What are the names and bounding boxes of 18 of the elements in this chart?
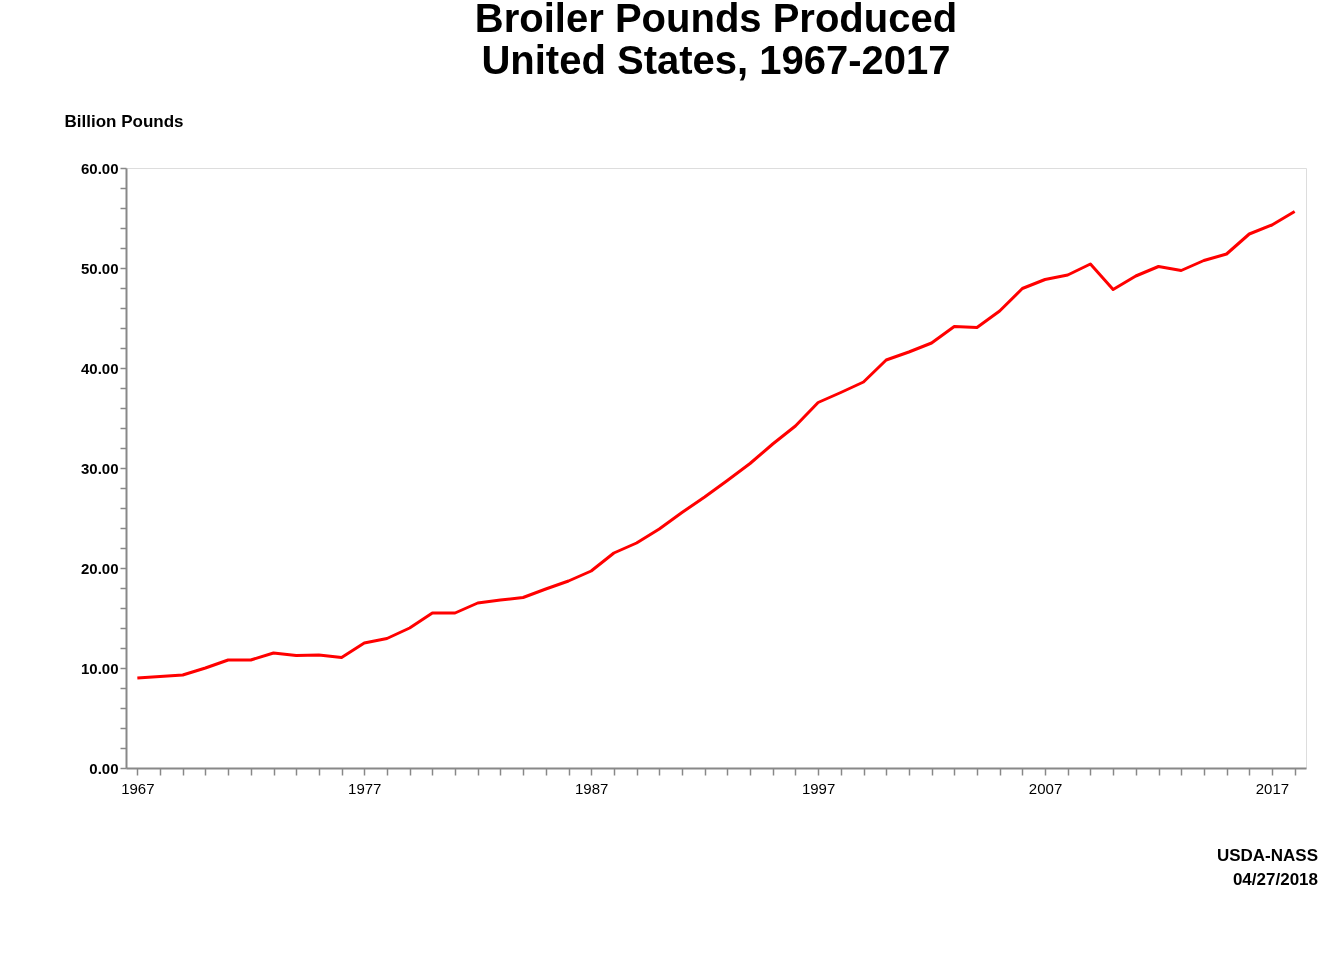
y-tick-label: 10.00 bbox=[80, 659, 119, 677]
text: USDA-NASS bbox=[1216, 846, 1318, 865]
x-tick-label: 1987 bbox=[575, 779, 609, 797]
x-tick-label: 1977 bbox=[348, 779, 382, 797]
chart-title: Broiler Pounds Produced United States, 1967-2017 bbox=[474, 0, 958, 82]
y-tick-label: 40.00 bbox=[80, 359, 119, 377]
y-tick-label: 60.00 bbox=[80, 159, 119, 177]
text: 04/27/2018 bbox=[1232, 870, 1318, 889]
y-tick-label: 20.00 bbox=[80, 559, 119, 577]
y-tick-label: 30.00 bbox=[80, 459, 119, 477]
x-tick-label: 2017 bbox=[1255, 779, 1290, 797]
y-tick-label: 50.00 bbox=[80, 259, 119, 277]
x-tick-label: 1967 bbox=[121, 779, 155, 797]
y-tick-label: 0.00 bbox=[89, 759, 119, 777]
x-tick-label: 1997 bbox=[801, 779, 836, 797]
x-tick-label: 2007 bbox=[1028, 779, 1063, 797]
y-axis-title: Billion Pounds bbox=[64, 111, 184, 131]
line-series bbox=[135, 210, 1297, 680]
